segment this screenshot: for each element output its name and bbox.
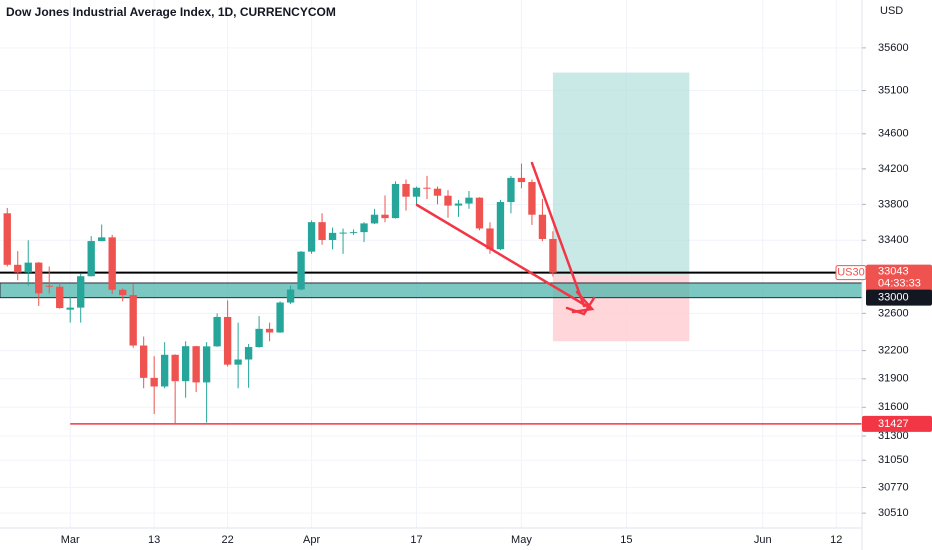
x-tick-label: 15 <box>620 534 632 546</box>
candle-body <box>139 345 148 378</box>
arrow-line <box>530 161 586 308</box>
candle-body <box>202 346 211 383</box>
x-tick-label: 12 <box>830 534 842 546</box>
zone-tag-label: 33000 <box>878 292 909 304</box>
candle-body <box>24 262 32 273</box>
candle-body <box>486 228 494 250</box>
y-tick-label: 35600 <box>878 42 909 54</box>
last-price-tag <box>866 264 932 293</box>
countdown: 04:33:33 <box>878 278 921 290</box>
candle-body <box>465 197 473 204</box>
y-tick-label: 35100 <box>878 84 909 96</box>
candle-body <box>349 232 358 234</box>
candle-body <box>423 187 431 189</box>
candle-body <box>412 187 421 197</box>
y-tick-label: 34200 <box>878 163 909 175</box>
candle-body <box>391 183 400 219</box>
x-tick-label: Mar <box>61 534 80 546</box>
candle-body <box>265 328 274 333</box>
candle-body <box>549 238 557 273</box>
y-tick-label: 30770 <box>878 481 909 493</box>
y-tick-label: 31600 <box>878 401 909 413</box>
candle-body <box>14 264 22 273</box>
profit-zone <box>552 72 690 275</box>
arrows <box>415 161 596 316</box>
y-tick-label: 31050 <box>878 454 909 466</box>
candle-body <box>276 302 284 333</box>
candle-body <box>475 197 484 229</box>
x-tick-label: May <box>511 534 532 546</box>
y-tick-label: 32600 <box>878 307 909 319</box>
support-zone <box>0 282 863 299</box>
last-price-label: 33043 <box>878 266 909 278</box>
candle-body <box>108 237 116 290</box>
candle-body <box>234 359 242 365</box>
drawings <box>0 72 863 425</box>
candle-body <box>150 377 158 387</box>
candle-body <box>244 347 253 360</box>
candle-body <box>370 214 379 224</box>
candle-body <box>286 289 295 303</box>
candle-body <box>433 188 442 196</box>
candle-body <box>444 195 452 206</box>
candle-body <box>297 251 305 290</box>
candle-body <box>381 214 389 219</box>
candle-body <box>129 295 137 346</box>
candle-body <box>339 232 347 234</box>
grid <box>0 0 862 528</box>
currency: USD <box>880 5 903 17</box>
y-tick-label: 31300 <box>878 430 909 442</box>
y-tick-label: 33800 <box>878 198 909 210</box>
candle-body <box>528 182 536 215</box>
candle-body <box>160 354 169 387</box>
candle-body <box>98 237 106 242</box>
candles <box>3 163 557 424</box>
candle-body <box>402 183 410 197</box>
candle-body <box>454 203 463 206</box>
candle-body <box>307 222 316 252</box>
candle-body <box>213 316 221 347</box>
x-tick-label: 13 <box>148 534 160 546</box>
candle-body <box>328 232 337 240</box>
candle-body <box>538 214 547 239</box>
candle-body <box>496 202 505 250</box>
x-tick-label: Jun <box>754 534 772 546</box>
candle-body <box>507 177 515 203</box>
candle-body <box>223 316 232 365</box>
candle-body <box>45 285 53 287</box>
x-tick-label: 22 <box>221 534 233 546</box>
candle-body <box>87 241 95 277</box>
time-axis-panel <box>0 528 862 550</box>
chart-title: Dow Jones Industrial Average Index, 1D, … <box>6 5 336 19</box>
y-tick-label: 30510 <box>878 507 909 519</box>
candle-body <box>181 346 190 382</box>
symbol-tag-label: US30 <box>837 267 865 279</box>
arrow-head <box>565 296 596 316</box>
arrow-line <box>415 203 592 310</box>
candle-body <box>318 222 326 240</box>
candle-body <box>119 289 127 296</box>
candle-body <box>360 223 368 233</box>
candle-body <box>192 346 200 383</box>
x-tick-label: Apr <box>303 534 320 546</box>
y-tick-label: 33400 <box>878 234 909 246</box>
y-tick-label: 32200 <box>878 344 909 356</box>
candle-body <box>56 286 64 309</box>
level-tag-label: 31427 <box>878 418 909 430</box>
y-tick-label: 34600 <box>878 128 909 140</box>
x-tick-label: 17 <box>410 534 422 546</box>
candle-body <box>35 262 43 294</box>
candle-body <box>77 276 85 308</box>
level-tag <box>862 415 932 432</box>
candle-body <box>255 328 263 348</box>
candle-body <box>517 177 526 183</box>
zone-tag <box>866 289 932 306</box>
candle-body <box>3 213 11 265</box>
y-tick-label: 31900 <box>878 373 909 385</box>
candle-body <box>66 307 74 310</box>
candle-body <box>171 354 179 382</box>
